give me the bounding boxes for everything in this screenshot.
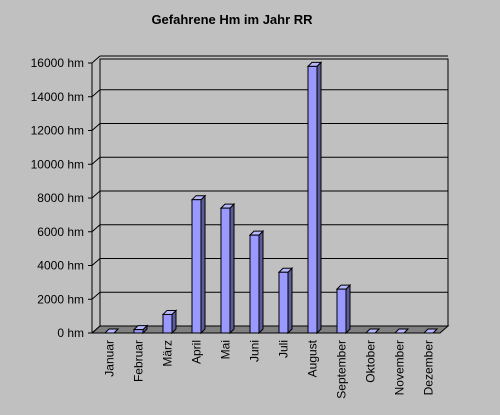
grid-line-side: [91, 55, 101, 64]
grid-line-side: [91, 156, 101, 165]
bar-side: [345, 283, 351, 335]
y-tick-label: 4000 hm: [37, 259, 84, 273]
bar-front: [336, 288, 347, 334]
bar-top: [103, 328, 120, 334]
bar: [306, 61, 323, 335]
bar-front: [278, 271, 289, 334]
y-tick-label: 2000 hm: [37, 292, 84, 306]
bar: [161, 309, 178, 335]
bar: [190, 194, 207, 335]
bar-side: [200, 194, 206, 335]
bar-front: [249, 234, 260, 334]
bar-side: [258, 229, 264, 335]
bar-front: [307, 65, 318, 334]
x-tick-label: November: [393, 340, 407, 395]
x-tick-label: Dezember: [422, 340, 436, 395]
grid-line-side: [91, 325, 101, 334]
bar-side: [229, 202, 235, 335]
bar-side: [316, 61, 322, 335]
x-tick-label: Januar: [103, 340, 117, 377]
back-wall: [99, 58, 449, 327]
x-tick-label: März: [161, 340, 175, 367]
bar: [248, 229, 265, 335]
bar-front: [162, 313, 173, 334]
x-tick-label: Oktober: [364, 340, 378, 383]
x-tick-label: Juni: [248, 340, 262, 362]
grid-line-side: [91, 190, 101, 199]
y-tick-label: 14000 hm: [31, 90, 84, 104]
x-tick-label: Mai: [219, 340, 233, 359]
x-tick-label: August: [306, 339, 320, 377]
bar-top: [364, 328, 381, 334]
bar-top: [393, 328, 410, 334]
grid-line-side: [91, 224, 101, 233]
bar: [364, 328, 381, 334]
bar-front: [220, 207, 231, 334]
bar-front: [133, 329, 144, 334]
bar: [103, 328, 120, 334]
x-tick-label: Juli: [277, 340, 291, 358]
y-tick-label: 12000 hm: [31, 124, 84, 138]
x-tick-label: Februar: [132, 340, 146, 382]
bar-side: [287, 267, 293, 335]
y-tick-label: 16000 hm: [31, 56, 84, 70]
bar: [132, 324, 149, 335]
bar-top: [422, 328, 439, 334]
bar: [422, 328, 439, 334]
bar: [393, 328, 410, 334]
chart-title: Gefahrene Hm im Jahr RR: [151, 12, 313, 27]
grid-line-side: [91, 89, 101, 98]
y-tick-label: 6000 hm: [37, 225, 84, 239]
grid-line-side: [91, 291, 101, 300]
bar: [335, 283, 352, 335]
y-tick-label: 10000 hm: [31, 157, 84, 171]
y-tick-label: 0 hm: [57, 326, 84, 340]
grid-line-side: [91, 258, 101, 266]
bar: [277, 267, 294, 335]
grid-line-side: [91, 123, 101, 131]
y-tick-label: 8000 hm: [37, 191, 84, 205]
x-tick-label: September: [335, 340, 349, 399]
bar-front: [191, 199, 202, 334]
x-tick-label: April: [190, 340, 204, 364]
bar: [219, 202, 236, 335]
